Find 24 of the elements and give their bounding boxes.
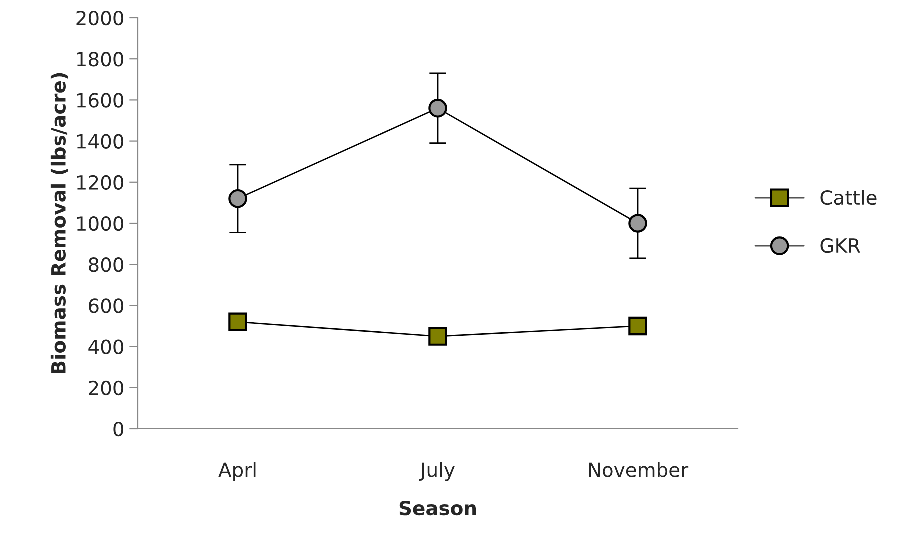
y-tick-label: 1400 — [77, 134, 124, 149]
y-tick-label: 1800 — [77, 52, 124, 67]
y-tick-label: 400 — [88, 340, 124, 354]
point — [428, 99, 448, 118]
y-tick-label: 1200 — [77, 175, 124, 190]
legend-label: Cattle — [820, 190, 877, 206]
y-tick-label: 200 — [89, 380, 124, 396]
y-tick-label: 0 — [114, 422, 124, 437]
y-tick-label: 800 — [89, 258, 124, 272]
y-tick-label: 600 — [89, 298, 124, 314]
legend-label: GKR — [820, 238, 860, 254]
point — [228, 312, 248, 332]
y-axis-title: Biomass Removal (lbs/acre) — [50, 73, 68, 374]
y-tick-label: 2000 — [76, 10, 124, 26]
x-tick-label: Aprl — [218, 462, 256, 482]
point — [628, 316, 648, 336]
point — [628, 214, 648, 233]
x-axis-title: Season — [400, 500, 476, 516]
x-tick-label: July — [420, 462, 455, 482]
point — [428, 327, 448, 346]
y-tick-label: 1000 — [77, 216, 124, 232]
x-tick-label: November — [589, 462, 689, 478]
y-tick-label: 1600 — [77, 93, 124, 108]
point — [228, 189, 248, 208]
